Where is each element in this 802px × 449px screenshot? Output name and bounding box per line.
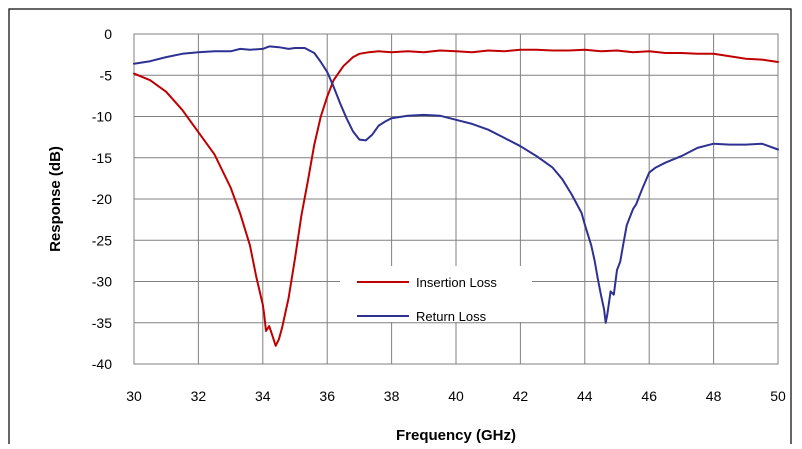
x-tick-label: 32 — [191, 388, 207, 404]
x-axis-label: Frequency (GHz) — [396, 427, 516, 444]
y-tick-label: -5 — [100, 67, 113, 83]
y-tick-label: -30 — [92, 274, 112, 290]
series-line-return-loss — [133, 45, 779, 324]
x-tick-label: 38 — [384, 388, 400, 404]
y-tick-label: 0 — [104, 26, 112, 42]
plot-area-frame — [133, 33, 779, 365]
grid-lines — [134, 34, 778, 364]
x-tick-label: 48 — [706, 388, 722, 404]
y-axis-label: Response (dB) — [47, 146, 64, 252]
y-tick-label: -40 — [92, 356, 112, 372]
y-tick-label: -15 — [92, 150, 112, 166]
y-tick-label: -20 — [92, 191, 112, 207]
x-tick-label: 36 — [319, 388, 335, 404]
legend-label-return-loss: Return Loss — [416, 309, 487, 324]
series-layer — [133, 45, 779, 347]
x-tick-label: 50 — [770, 388, 786, 404]
x-tick-label: 30 — [126, 388, 142, 404]
x-tick-label: 44 — [577, 388, 593, 404]
x-tick-label: 46 — [641, 388, 657, 404]
legend: Insertion Loss Return Loss — [340, 266, 532, 324]
x-axis-ticks: 30 32 34 36 38 40 42 44 46 48 50 — [126, 388, 786, 404]
y-tick-label: -35 — [92, 315, 112, 331]
x-tick-label: 42 — [513, 388, 529, 404]
y-tick-label: -25 — [92, 232, 112, 248]
x-tick-label: 34 — [255, 388, 271, 404]
x-tick-label: 40 — [448, 388, 464, 404]
y-axis-ticks: 0 -5 -10 -15 -20 -25 -30 -35 -40 — [92, 26, 112, 372]
legend-box — [340, 266, 532, 322]
legend-label-insertion-loss: Insertion Loss — [416, 275, 497, 290]
y-tick-label: -10 — [92, 109, 112, 125]
series-line-insertion-loss — [133, 48, 779, 347]
